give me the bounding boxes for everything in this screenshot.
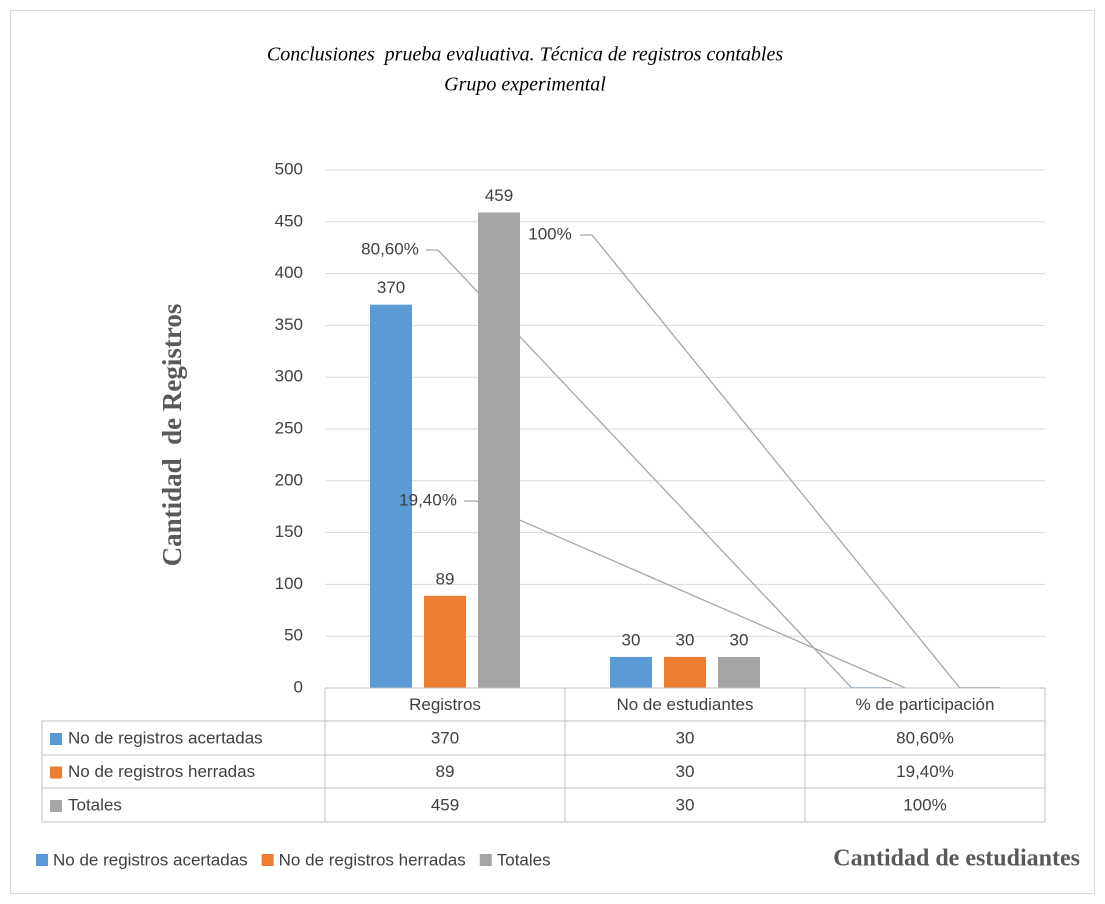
legend-label: No de registros acertadas: [53, 850, 248, 869]
y-tick-label: 0: [294, 677, 303, 696]
table-cell: 30: [676, 728, 695, 747]
bar: [664, 656, 706, 688]
y-tick-label: 150: [275, 522, 303, 541]
table-cell: 370: [431, 728, 459, 747]
chart-border: [10, 10, 1095, 894]
y-tick-label: 100: [275, 574, 303, 593]
leader-line: [426, 249, 852, 688]
y-tick-label: 300: [275, 367, 303, 386]
bar: [478, 212, 520, 688]
data-label: 30: [622, 630, 641, 649]
legend-label: Totales: [497, 850, 551, 869]
x-axis-label: Cantidad de estudiantes: [833, 846, 1080, 872]
table-legend-key: [50, 733, 62, 745]
table-row-label: No de registros acertadas: [68, 728, 263, 747]
data-label: 30: [676, 630, 695, 649]
y-tick-label: 450: [275, 211, 303, 230]
chart-title: Conclusiones prueba evaluativa. Técnica …: [267, 44, 783, 66]
leader-line: [580, 234, 960, 688]
x-tick-label: Registros: [409, 695, 481, 714]
data-label: 30: [730, 630, 749, 649]
data-label: 459: [485, 186, 513, 205]
table-cell: 30: [676, 762, 695, 781]
table-cell: 19,40%: [896, 762, 954, 781]
y-tick-label: 400: [275, 263, 303, 282]
x-tick-label: No de estudiantes: [616, 695, 753, 714]
y-tick-label: 50: [284, 626, 303, 645]
legend-key: [261, 854, 274, 866]
y-tick-label: 500: [275, 159, 303, 178]
table-cell: 30: [676, 795, 695, 814]
data-label: 100%: [528, 224, 571, 243]
leader-line: [464, 500, 906, 689]
bar: [610, 656, 652, 688]
table-legend-key: [50, 800, 62, 812]
x-tick-label: % de participación: [856, 695, 995, 714]
legend-key: [479, 854, 492, 866]
legend-label: No de registros herradas: [279, 850, 466, 869]
table-cell: 459: [431, 795, 459, 814]
chart-subtitle: Grupo experimental: [444, 74, 606, 96]
y-tick-label: 350: [275, 315, 303, 334]
legend-key: [36, 854, 48, 866]
table-legend-key: [50, 766, 62, 779]
bar: [958, 686, 1000, 688]
table-row-label: No de registros herradas: [68, 762, 255, 781]
bar: [424, 595, 466, 688]
bar: [718, 656, 760, 688]
table-cell: 100%: [903, 795, 946, 814]
table-row-label: Totales: [68, 795, 122, 814]
bar: [370, 304, 412, 688]
y-axis-label: Cantidad de Registros: [157, 304, 187, 567]
table-cell: 80,60%: [896, 728, 954, 747]
data-label: 370: [377, 278, 405, 297]
data-label: 19,40%: [399, 490, 457, 509]
y-tick-label: 250: [275, 418, 303, 437]
data-label: 89: [436, 569, 455, 588]
y-tick-label: 200: [275, 470, 303, 489]
data-label: 80,60%: [361, 239, 419, 258]
table-cell: 89: [436, 762, 455, 781]
